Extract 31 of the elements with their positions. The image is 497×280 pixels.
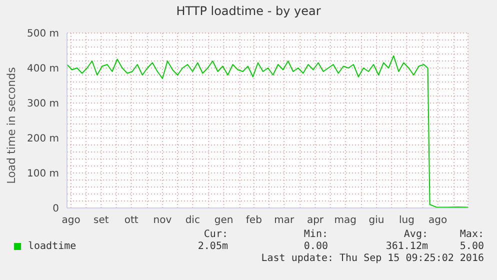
x-tick-label: dic: [185, 215, 200, 226]
text: Last update: Thu Sep 15 09:25:02 2016: [260, 253, 484, 264]
x-tick-label: lug: [398, 215, 414, 226]
text: Avg:: [402, 229, 428, 240]
text: 361.12m: [384, 241, 428, 252]
x-tick-label: mar: [274, 215, 295, 226]
y-tick-label: 400 m: [26, 64, 59, 75]
x-tick-label: giu: [368, 215, 384, 226]
x-tick-label: nov: [153, 215, 172, 226]
text: 0.00: [302, 241, 328, 252]
y-tick-label: 200 m: [26, 134, 59, 145]
text: Cur:: [202, 229, 228, 240]
text: Min:: [302, 229, 328, 240]
text: Max:: [458, 229, 484, 240]
y-axis-title: Load time in seconds: [4, 66, 18, 184]
y-tick-label: 100 m: [26, 168, 59, 180]
x-tick-label: set: [94, 215, 109, 226]
x-tick-label: ago: [62, 215, 80, 226]
text: 5.00: [458, 241, 484, 252]
y-tick-label: 0: [52, 204, 59, 215]
y-tick-label: 500 m: [26, 28, 59, 40]
x-tick-label: mag: [334, 215, 356, 226]
x-tick-label: gen: [214, 215, 234, 226]
x-tick-label: feb: [246, 215, 262, 226]
chart-title: HTTP loadtime - by year: [175, 4, 322, 18]
x-tick-label: ago: [428, 215, 448, 226]
x-tick-label: ott: [124, 215, 138, 226]
x-tick-label: apr: [306, 215, 324, 226]
legend-label: loadtime: [27, 241, 76, 252]
text: 2.05m: [196, 241, 228, 252]
y-tick-label: 300 m: [26, 98, 59, 110]
